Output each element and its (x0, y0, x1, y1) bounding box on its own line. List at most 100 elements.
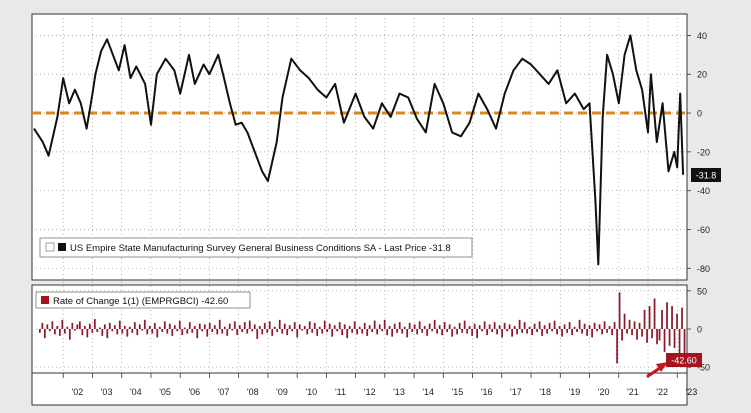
roc-bar (556, 329, 558, 335)
roc-bar (438, 325, 441, 329)
roc-bar (266, 329, 269, 333)
roc-bar (666, 302, 668, 329)
roc-bar (596, 329, 598, 332)
roc-bar (51, 321, 54, 329)
roc-bar (668, 329, 671, 346)
roc-bar (243, 322, 246, 329)
roc-bar (506, 329, 508, 332)
roc-bar (311, 329, 314, 333)
roc-bar (291, 329, 294, 332)
roc-bar (416, 329, 419, 335)
roc-bar (93, 319, 96, 329)
roc-bar (608, 325, 611, 329)
xtick-label: '16 (481, 387, 493, 397)
roc-bar (578, 319, 581, 329)
ytick-label-roc: -50 (697, 363, 710, 373)
xtick-label: '20 (598, 387, 610, 397)
roc-bar (536, 329, 538, 333)
roc-bar (336, 329, 339, 332)
roc-bar (303, 325, 306, 329)
roc-bar (148, 325, 151, 329)
ytick-label-main: -40 (697, 186, 710, 196)
roc-bar (308, 321, 311, 329)
roc-bar (41, 322, 44, 329)
roc-bar (313, 322, 316, 329)
roc-bar (548, 322, 551, 329)
main-last-value-badge: -31.8 (691, 168, 721, 182)
roc-bar (571, 329, 573, 336)
roc-bar (543, 325, 546, 329)
x-axis-band (31, 372, 688, 406)
roc-bar (463, 320, 466, 329)
roc-bar (623, 313, 626, 329)
roc-bar (363, 322, 366, 329)
roc-bar (83, 325, 86, 329)
roc-bar (678, 329, 681, 356)
roc-bar (498, 325, 501, 329)
roc-bar (638, 322, 641, 329)
roc-bar (338, 322, 341, 329)
roc-bar (561, 329, 563, 337)
roc-bar (661, 309, 663, 329)
roc-bar (61, 319, 64, 329)
roc-bar (251, 329, 254, 332)
roc-bar (206, 329, 209, 337)
legend-swatch-red (41, 296, 49, 304)
roc-bar (236, 329, 239, 336)
roc-bar (648, 306, 651, 329)
roc-bar (296, 329, 299, 338)
roc-bar (428, 323, 431, 329)
roc-bar (81, 329, 84, 336)
roc-bar (423, 325, 426, 329)
roc-bar (618, 292, 621, 329)
roc-bar (103, 324, 106, 329)
roc-bar (586, 329, 588, 336)
y-axis-ticks: -80 -60 -40 -20 0 20 40 -50 0 50 (687, 31, 710, 373)
roc-bar (481, 329, 484, 332)
roc-bar (676, 313, 678, 329)
roc-bar (86, 329, 89, 338)
roc-bar (121, 329, 124, 334)
roc-bar (378, 324, 381, 329)
roc-bar (616, 329, 618, 364)
roc-bar (503, 322, 506, 329)
roc-bar (663, 329, 666, 352)
roc-bar (541, 329, 543, 336)
main-legend-box (39, 237, 473, 258)
roc-bar (346, 329, 349, 339)
ytick-label-main: 40 (697, 31, 707, 41)
main-legend: US Empire State Manufacturing Survey Gen… (39, 237, 473, 258)
xtick-label: '04 (130, 387, 142, 397)
roc-bar (203, 324, 206, 329)
roc-bar (488, 324, 491, 329)
roc-bar (96, 329, 99, 333)
roc-bar (66, 326, 69, 329)
roc-bar (73, 329, 76, 331)
xtick-label: '10 (305, 387, 317, 397)
roc-bar (403, 326, 406, 329)
roc-bar (351, 329, 354, 333)
roc-bar (168, 323, 171, 329)
roc-bar (533, 323, 536, 329)
roc-bar (391, 329, 394, 337)
roc-bar (71, 322, 74, 329)
xtick-label: '03 (101, 387, 113, 397)
xtick-label: '15 (452, 387, 464, 397)
roc-bar (458, 322, 461, 329)
x-axis-ticks: '02 '03 '04 '05 '06 '07 '08 '09 '10 '11 '12 '13 '14 '… (62, 373, 697, 397)
roc-bar (448, 324, 451, 329)
roc-bar (468, 325, 471, 329)
roc-bar (198, 323, 201, 329)
roc-bar (128, 326, 131, 329)
roc-bar (653, 298, 656, 329)
roc-bar (273, 326, 276, 329)
roc-bar (408, 322, 411, 329)
roc-bar (421, 329, 424, 333)
ytick-label-main: -20 (697, 147, 710, 157)
roc-bar (553, 320, 556, 329)
roc-bar (358, 326, 361, 329)
roc-bar (473, 323, 476, 329)
roc-bar (208, 322, 211, 329)
ytick-label-main: 0 (697, 109, 702, 119)
roc-bar (528, 326, 531, 329)
